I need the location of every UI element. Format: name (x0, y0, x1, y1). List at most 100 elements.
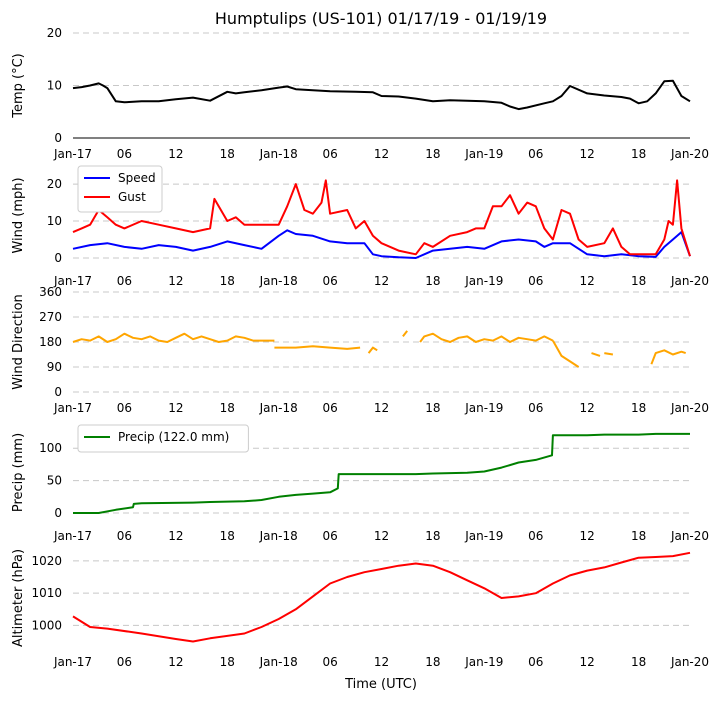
precip-ytick-label: 100 (39, 441, 62, 455)
alt-xtick-label: 12 (168, 655, 183, 669)
panel-wind: 0 10 20 Jan-17 06 12 18 Jan-18 06 12 18 Jan-19 06 12 1… (11, 165, 709, 288)
dir-xtick-label: 12 (168, 401, 183, 415)
alt-xtick-label: 18 (220, 655, 235, 669)
precip-xtick-label: Jan-19 (464, 529, 503, 543)
dir-series-direction (552, 340, 580, 368)
precip-ytick-label: 50 (47, 474, 62, 488)
panel-alt: 1000 1010 1020 Jan-17 06 12 18 Jan-18 06 12 18 Jan-… (11, 549, 709, 669)
dir-xtick-label: 18 (220, 401, 235, 415)
alt-ytick-label: 1020 (31, 554, 62, 568)
temp-xtick-label: Jan-17 (53, 147, 92, 161)
wind-xtick-label: Jan-19 (464, 274, 503, 288)
precip-xtick-label: Jan-20 (670, 529, 709, 543)
precip-xtick-label: 18 (220, 529, 235, 543)
wind-ytick-label: 20 (47, 177, 62, 191)
wind-xtick-label: 18 (425, 274, 440, 288)
wind-legend: Speed Gust (77, 165, 163, 213)
wind-xtick-label: 18 (631, 274, 646, 288)
temp-y-axis-label: Temp (°C) (11, 53, 26, 119)
panel-precip: 0 50 100 Jan-17 06 12 18 Jan-18 06 12 18 Jan-19 06 12… (11, 424, 709, 543)
precip-xtick-label: 06 (322, 529, 337, 543)
dir-xtick-label: Jan-20 (670, 401, 709, 415)
precip-legend: Precip (122.0 mm) (77, 424, 249, 453)
wind-xtick-label: 06 (322, 274, 337, 288)
wind-legend-label: Speed (118, 171, 156, 185)
wind-xtick-label: 12 (580, 274, 595, 288)
dir-xtick-label: 06 (322, 401, 337, 415)
wind-xtick-label: Jan-20 (670, 274, 709, 288)
dir-xtick-label: 12 (374, 401, 389, 415)
dir-series-direction (419, 332, 554, 343)
wind-legend-label: Gust (118, 190, 146, 204)
precip-xtick-label: Jan-17 (53, 529, 92, 543)
temp-xtick-label: 18 (220, 147, 235, 161)
dir-ytick-label: 270 (39, 310, 62, 324)
wind-xtick-label: 06 (117, 274, 132, 288)
panel-dir: 0 90 180 270 360 Jan-17 06 12 18 Jan-18 06 12 18 Jan-… (11, 285, 709, 415)
alt-xtick-label: 06 (322, 655, 337, 669)
alt-ytick-label: 1000 (31, 618, 62, 632)
temp-ytick-label: 10 (47, 79, 62, 93)
wind-ytick-label: 0 (54, 251, 62, 265)
temp-ytick-label: 0 (54, 131, 62, 145)
temp-series-temp (72, 79, 691, 111)
temp-xtick-label: Jan-18 (259, 147, 298, 161)
dir-xtick-label: Jan-18 (259, 401, 298, 415)
dir-series-direction (604, 352, 614, 356)
dir-y-axis-label: Wind Direction (11, 294, 26, 390)
wind-y-axis-label: Wind (mph) (11, 177, 26, 253)
alt-xtick-label: 18 (631, 655, 646, 669)
wind-ytick-label: 10 (47, 214, 62, 228)
dir-ytick-label: 90 (47, 360, 62, 374)
dir-xtick-label: 06 (528, 401, 543, 415)
dir-xtick-label: 06 (117, 401, 132, 415)
alt-xtick-label: 12 (580, 655, 595, 669)
wind-xtick-label: Jan-18 (259, 274, 298, 288)
dir-xtick-label: Jan-19 (464, 401, 503, 415)
temp-ytick-label: 20 (47, 26, 62, 40)
dir-ytick-label: 180 (39, 335, 62, 349)
wind-xtick-label: 18 (220, 274, 235, 288)
precip-xtick-label: 18 (425, 529, 440, 543)
temp-xtick-label: 12 (580, 147, 595, 161)
dir-xtick-label: 18 (631, 401, 646, 415)
wind-series-gust (72, 179, 691, 257)
alt-xtick-label: Jan-19 (464, 655, 503, 669)
alt-xtick-label: Jan-20 (670, 655, 709, 669)
temp-xtick-label: 06 (528, 147, 543, 161)
alt-xtick-label: Jan-17 (53, 655, 92, 669)
precip-y-axis-label: Precip (mm) (11, 433, 26, 512)
wind-series-speed (72, 229, 691, 259)
alt-xtick-label: 18 (425, 655, 440, 669)
precip-xtick-label: 06 (117, 529, 132, 543)
precip-series-precip-122-0-mm- (73, 432, 690, 514)
dir-series-direction (650, 349, 687, 365)
dir-xtick-label: 18 (425, 401, 440, 415)
precip-legend-box (77, 424, 249, 453)
alt-xtick-label: Jan-18 (259, 655, 298, 669)
precip-xtick-label: 12 (374, 529, 389, 543)
precip-xtick-label: 12 (168, 529, 183, 543)
dir-xtick-label: Jan-17 (53, 401, 92, 415)
dir-series-direction (591, 352, 601, 357)
wind-xtick-label: 06 (528, 274, 543, 288)
alt-y-axis-label: Altimeter (hPa) (11, 549, 26, 647)
dir-ytick-label: 360 (39, 285, 62, 299)
temp-xtick-label: 12 (374, 147, 389, 161)
temp-xtick-label: 18 (631, 147, 646, 161)
precip-legend-label: Precip (122.0 mm) (118, 430, 229, 444)
alt-series-altimeter (72, 551, 691, 643)
dir-ytick-label: 0 (54, 385, 62, 399)
precip-xtick-label: Jan-18 (259, 529, 298, 543)
temp-xtick-label: 06 (322, 147, 337, 161)
temp-xtick-label: 18 (425, 147, 440, 161)
temp-xtick-label: 06 (117, 147, 132, 161)
panel-temp: 0 10 20 Jan-17 06 12 18 Jan-18 06 12 18 Jan-19 06 12 1… (11, 26, 709, 161)
wind-xtick-label: 12 (374, 274, 389, 288)
wind-xtick-label: Jan-17 (53, 274, 92, 288)
temp-xtick-label: Jan-20 (670, 147, 709, 161)
precip-xtick-label: 18 (631, 529, 646, 543)
dir-series-direction (72, 332, 275, 343)
precip-xtick-label: 12 (580, 529, 595, 543)
